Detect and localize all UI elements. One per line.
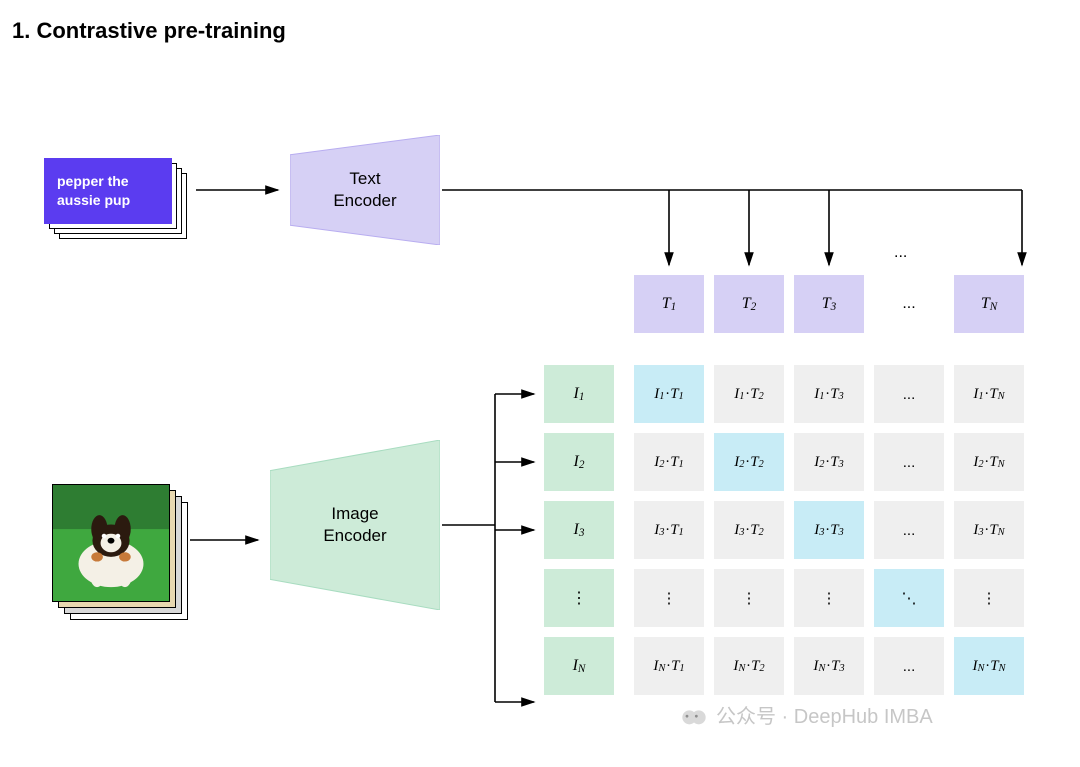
t-header-0: T1 [634,275,704,333]
matrix-cell-3-1: ⋮ [714,569,784,627]
matrix-cell-3-3: ⋱ [874,569,944,627]
i-header-2: I3 [544,501,614,559]
matrix-cell-3-0: ⋮ [634,569,704,627]
diagram-title: 1. Contrastive pre-training [12,18,286,44]
ellipsis-above-trow: ... [894,244,907,262]
watermark: 公众号 · DeepHub IMBA [680,700,933,729]
image-input-stack [52,484,188,620]
matrix-cell-4-0: IN·T1 [634,637,704,695]
i-header-1: I2 [544,433,614,491]
matrix-cell-0-4: I1·TN [954,365,1024,423]
matrix-cell-1-3: ... [874,433,944,491]
matrix-cell-1-4: I2·TN [954,433,1024,491]
text-input-stack: pepper theaussie pup [44,158,187,239]
matrix-cell-3-2: ⋮ [794,569,864,627]
matrix-cell-2-0: I3·T1 [634,501,704,559]
watermark-text: 公众号 · DeepHub IMBA [716,700,933,729]
text-caption-card: pepper theaussie pup [44,158,172,224]
matrix-cell-4-1: IN·T2 [714,637,784,695]
text-encoder-label: TextEncoder [290,168,440,212]
matrix-cell-1-2: I2·T3 [794,433,864,491]
i-header-0: I1 [544,365,614,423]
image-embedding-column: I1 I2 I3 ⋮ IN [544,365,614,695]
t-header-1: T2 [714,275,784,333]
sample-image [52,484,170,602]
t-header-2: T3 [794,275,864,333]
matrix-cell-0-2: I1·T3 [794,365,864,423]
matrix-cell-4-3: ... [874,637,944,695]
i-header-4: IN [544,637,614,695]
matrix-cell-2-1: I3·T2 [714,501,784,559]
matrix-cell-2-2: I3·T3 [794,501,864,559]
image-encoder-label: ImageEncoder [270,503,440,547]
t-header-4: TN [954,275,1024,333]
matrix-cell-0-1: I1·T2 [714,365,784,423]
i-header-3: ⋮ [544,569,614,627]
t-header-3: ... [874,275,944,333]
matrix-cell-1-1: I2·T2 [714,433,784,491]
matrix-cell-0-3: ... [874,365,944,423]
matrix-cell-2-3: ... [874,501,944,559]
matrix-cell-4-2: IN·T3 [794,637,864,695]
similarity-matrix: I1·T1I1·T2I1·T3...I1·TNI2·T1I2·T2I2·T3..… [634,365,1024,695]
matrix-cell-3-4: ⋮ [954,569,1024,627]
matrix-cell-0-0: I1·T1 [634,365,704,423]
matrix-cell-4-4: IN·TN [954,637,1024,695]
matrix-cell-1-0: I2·T1 [634,433,704,491]
text-embedding-row: T1T2T3...TN [634,275,1024,333]
matrix-cell-2-4: I3·TN [954,501,1024,559]
